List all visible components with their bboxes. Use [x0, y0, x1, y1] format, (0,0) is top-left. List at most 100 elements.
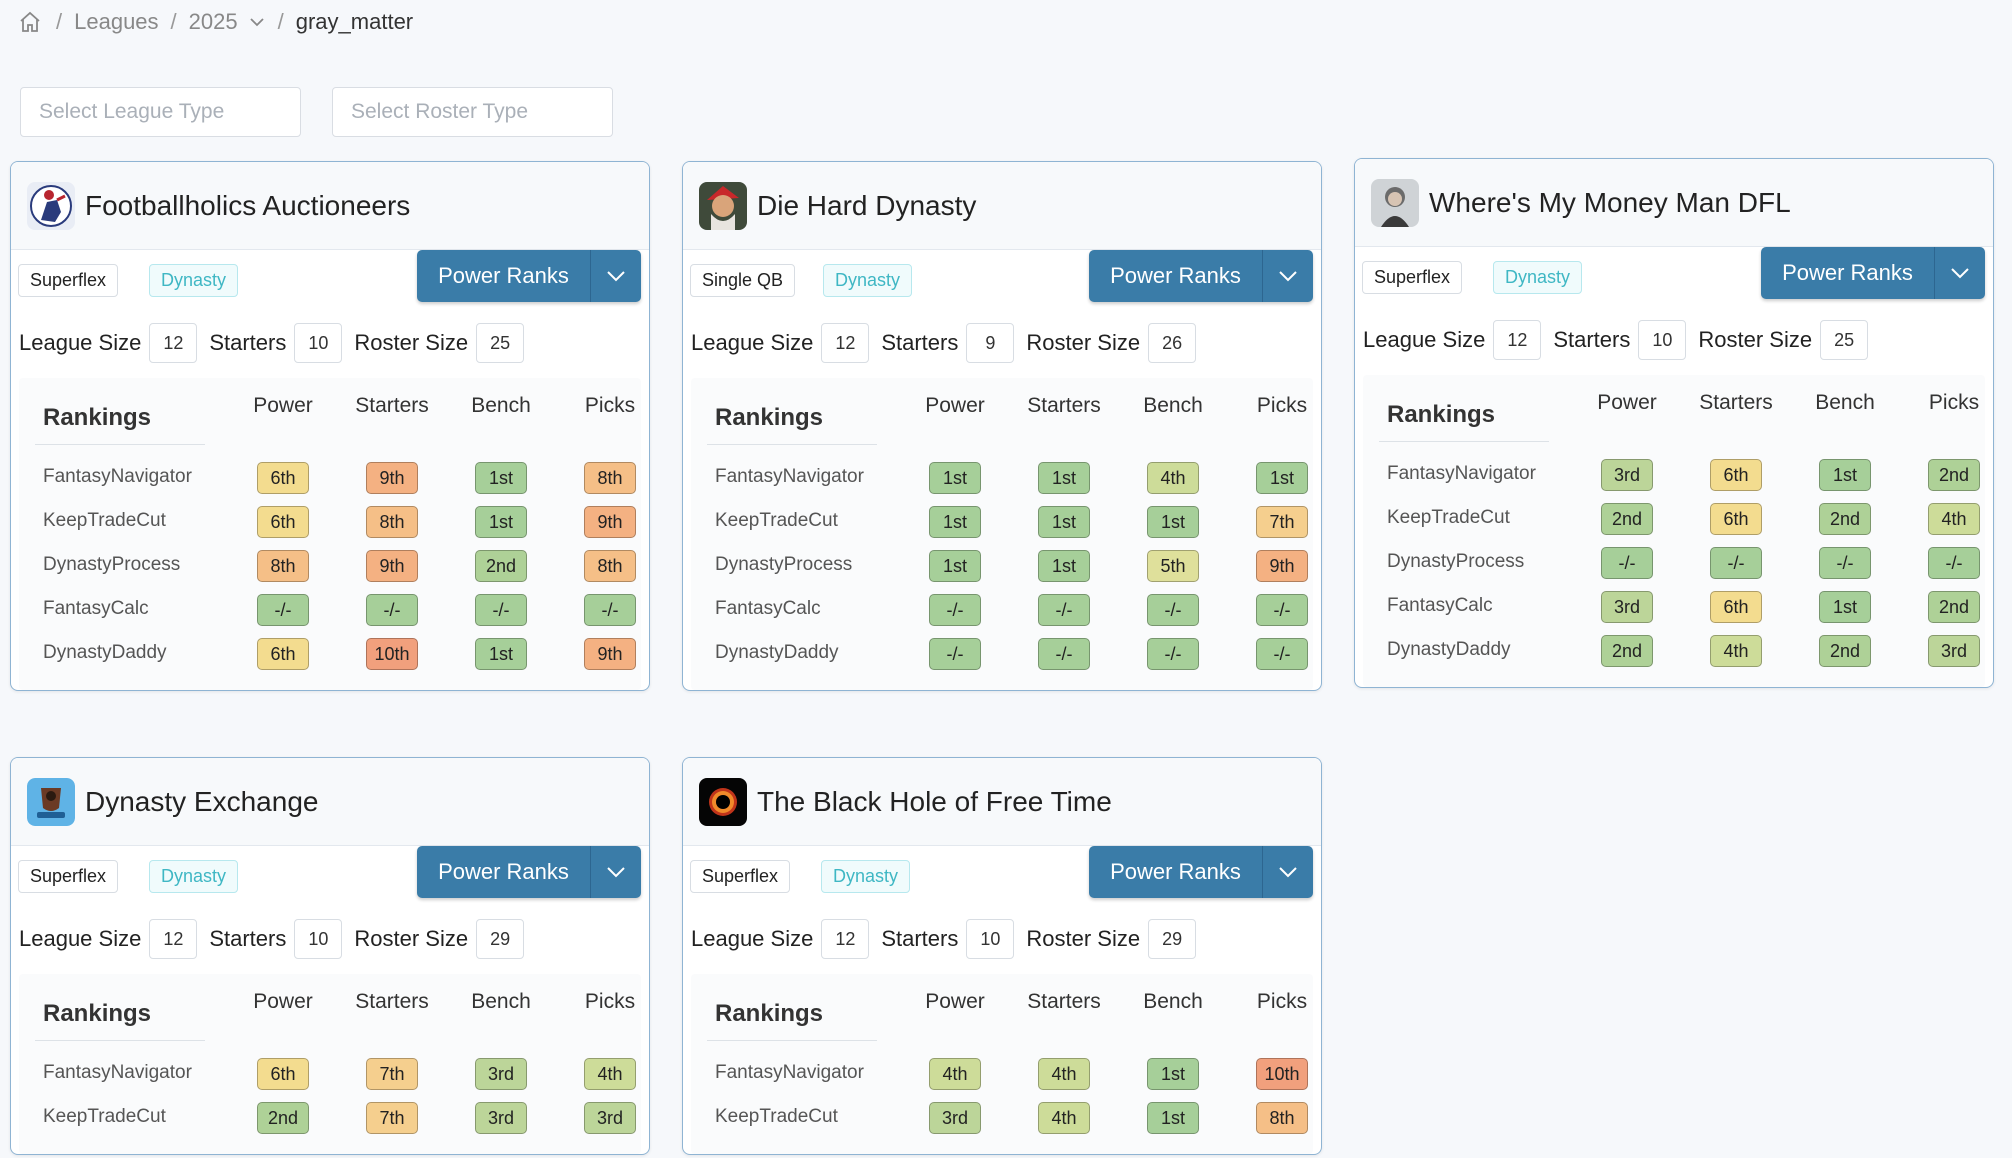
chevron-down-icon[interactable]: [1263, 250, 1313, 302]
rank-pill-starters: 7th: [366, 1058, 418, 1090]
league-settings-row: League Size 12 Starters 10 Roster Size 2…: [1355, 305, 1993, 375]
breadcrumb-separator: /: [277, 9, 284, 34]
rank-pill-bench: 3rd: [475, 1102, 527, 1134]
power-ranks-button[interactable]: Power Ranks: [417, 846, 641, 898]
ranking-row: FantasyNavigator 6th 7th 3rd 4th: [19, 1052, 641, 1096]
power-ranks-label[interactable]: Power Ranks: [1089, 250, 1263, 302]
power-ranks-button[interactable]: Power Ranks: [417, 250, 641, 302]
rankings-header: Rankings Power Starters Bench Picks: [19, 974, 641, 1041]
breadcrumb-separator: /: [170, 9, 177, 34]
rank-pill-picks: -/-: [1928, 547, 1980, 579]
power-ranks-label[interactable]: Power Ranks: [1089, 846, 1263, 898]
ranking-row: FantasyCalc 3rd 6th 1st 2nd: [1363, 585, 1985, 629]
league-name[interactable]: Footballholics Auctioneers: [85, 189, 411, 221]
ranking-rows: FantasyNavigator 6th 7th 3rd 4th KeepTradeCu…: [19, 1040, 641, 1140]
power-ranks-button[interactable]: Power Ranks: [1089, 846, 1313, 898]
chevron-down-icon[interactable]: [591, 846, 641, 898]
home-icon[interactable]: [18, 9, 44, 35]
rank-pill-power: 4th: [929, 1058, 981, 1090]
power-ranks-label[interactable]: Power Ranks: [1761, 247, 1935, 299]
divider: [707, 1040, 877, 1041]
starters-label: Starters: [1553, 327, 1631, 352]
power-ranks-label[interactable]: Power Ranks: [417, 250, 591, 302]
roster-size-label: Roster Size: [1026, 926, 1141, 951]
league-name[interactable]: The Black Hole of Free Time: [757, 785, 1112, 817]
rankings-title: Rankings: [715, 404, 824, 431]
breadcrumb-year[interactable]: 2025: [188, 9, 238, 34]
ranking-row: DynastyDaddy 6th 10th 1st 9th: [19, 632, 641, 676]
rank-pill-bench: 1st: [475, 506, 527, 538]
rank-pill-bench: 2nd: [475, 550, 527, 582]
divider: [1379, 441, 1549, 442]
league-size-value: 12: [821, 323, 870, 363]
league-name[interactable]: Die Hard Dynasty: [757, 189, 977, 221]
rank-pill-power: 1st: [929, 550, 981, 582]
rank-pill-picks: 10th: [1256, 1058, 1308, 1090]
roster-size-label: Roster Size: [354, 926, 469, 951]
rank-pill-picks: -/-: [584, 594, 636, 626]
rank-pill-picks: 4th: [1928, 503, 1980, 535]
power-ranks-button[interactable]: Power Ranks: [1761, 247, 1985, 299]
rank-pill-power: 6th: [257, 638, 309, 670]
ranking-row: FantasyCalc -/- -/- -/- -/-: [691, 588, 1313, 632]
card-header: Die Hard Dynasty: [683, 162, 1321, 250]
tag-row: Superflex Dynasty Power Ranks: [1355, 247, 1993, 305]
roster-size-label: Roster Size: [1026, 330, 1141, 355]
chevron-down-icon[interactable]: [591, 250, 641, 302]
league-card: Where's My Money Man DFL Superflex Dynas…: [1354, 158, 1994, 688]
rank-pill-picks: 4th: [584, 1058, 636, 1090]
rank-pill-bench: -/-: [475, 594, 527, 626]
rank-pill-starters: -/-: [1038, 594, 1090, 626]
rank-pill-starters: 7th: [366, 1102, 418, 1134]
qb-type-tag: Superflex: [1362, 261, 1463, 294]
ranking-source: DynastyProcess: [1387, 551, 1525, 572]
ranking-source: KeepTradeCut: [43, 1106, 166, 1127]
league-size-label: League Size: [19, 926, 142, 951]
col-picks: Picks: [584, 990, 636, 1013]
rankings-table: Rankings Power Starters Bench Picks Fant…: [691, 378, 1313, 690]
man-portrait-icon: [1371, 178, 1419, 227]
roster-size-value: 25: [476, 323, 525, 363]
col-bench: Bench: [1143, 990, 1203, 1013]
ranking-row: DynastyProcess 1st 1st 5th 9th: [691, 544, 1313, 588]
rankings-header: Rankings Power Starters Bench Picks: [691, 974, 1313, 1041]
rank-pill-power: 8th: [257, 550, 309, 582]
rankings-header: Rankings Power Starters Bench Picks: [19, 378, 641, 445]
roster-size-value: 29: [1148, 919, 1197, 959]
league-size-value: 12: [821, 919, 870, 959]
power-ranks-button[interactable]: Power Ranks: [1089, 250, 1313, 302]
col-bench: Bench: [1815, 391, 1875, 414]
league-name[interactable]: Dynasty Exchange: [85, 785, 319, 817]
roster-type-select[interactable]: Select Roster Type: [332, 87, 613, 137]
ranking-source: DynastyProcess: [715, 554, 853, 575]
col-starters: Starters: [1027, 394, 1101, 417]
santa-character-icon: [699, 181, 747, 230]
rank-pill-power: 6th: [257, 1058, 309, 1090]
rank-pill-picks: 7th: [1256, 506, 1308, 538]
rank-pill-picks: 2nd: [1928, 591, 1980, 623]
ranking-rows: FantasyNavigator 3rd 6th 1st 2nd KeepTradeCu…: [1363, 441, 1985, 673]
chevron-down-icon[interactable]: [248, 13, 266, 31]
rank-pill-picks: -/-: [1256, 638, 1308, 670]
rank-pill-starters: -/-: [1038, 638, 1090, 670]
league-name[interactable]: Where's My Money Man DFL: [1429, 186, 1791, 218]
rank-pill-power: 6th: [257, 462, 309, 494]
power-ranks-label[interactable]: Power Ranks: [417, 846, 591, 898]
rank-pill-starters: 4th: [1038, 1058, 1090, 1090]
ranking-row: DynastyDaddy -/- -/- -/- -/-: [691, 632, 1313, 676]
col-power: Power: [1597, 391, 1657, 414]
ranking-source: KeepTradeCut: [1387, 507, 1510, 528]
breadcrumb-leagues[interactable]: Leagues: [74, 9, 159, 34]
qb-type-tag: Superflex: [18, 264, 119, 297]
breadcrumb-current: gray_matter: [295, 9, 414, 34]
league-type-tag: Dynasty: [149, 264, 239, 297]
rank-pill-power: 3rd: [929, 1102, 981, 1134]
league-type-select[interactable]: Select League Type: [20, 87, 301, 137]
col-power: Power: [925, 394, 985, 417]
starters-value: 10: [294, 919, 343, 959]
ranking-row: FantasyNavigator 6th 9th 1st 8th: [19, 456, 641, 500]
chevron-down-icon[interactable]: [1263, 846, 1313, 898]
chevron-down-icon[interactable]: [1935, 247, 1985, 299]
black-hole-icon: [699, 777, 747, 826]
col-picks: Picks: [1256, 990, 1308, 1013]
